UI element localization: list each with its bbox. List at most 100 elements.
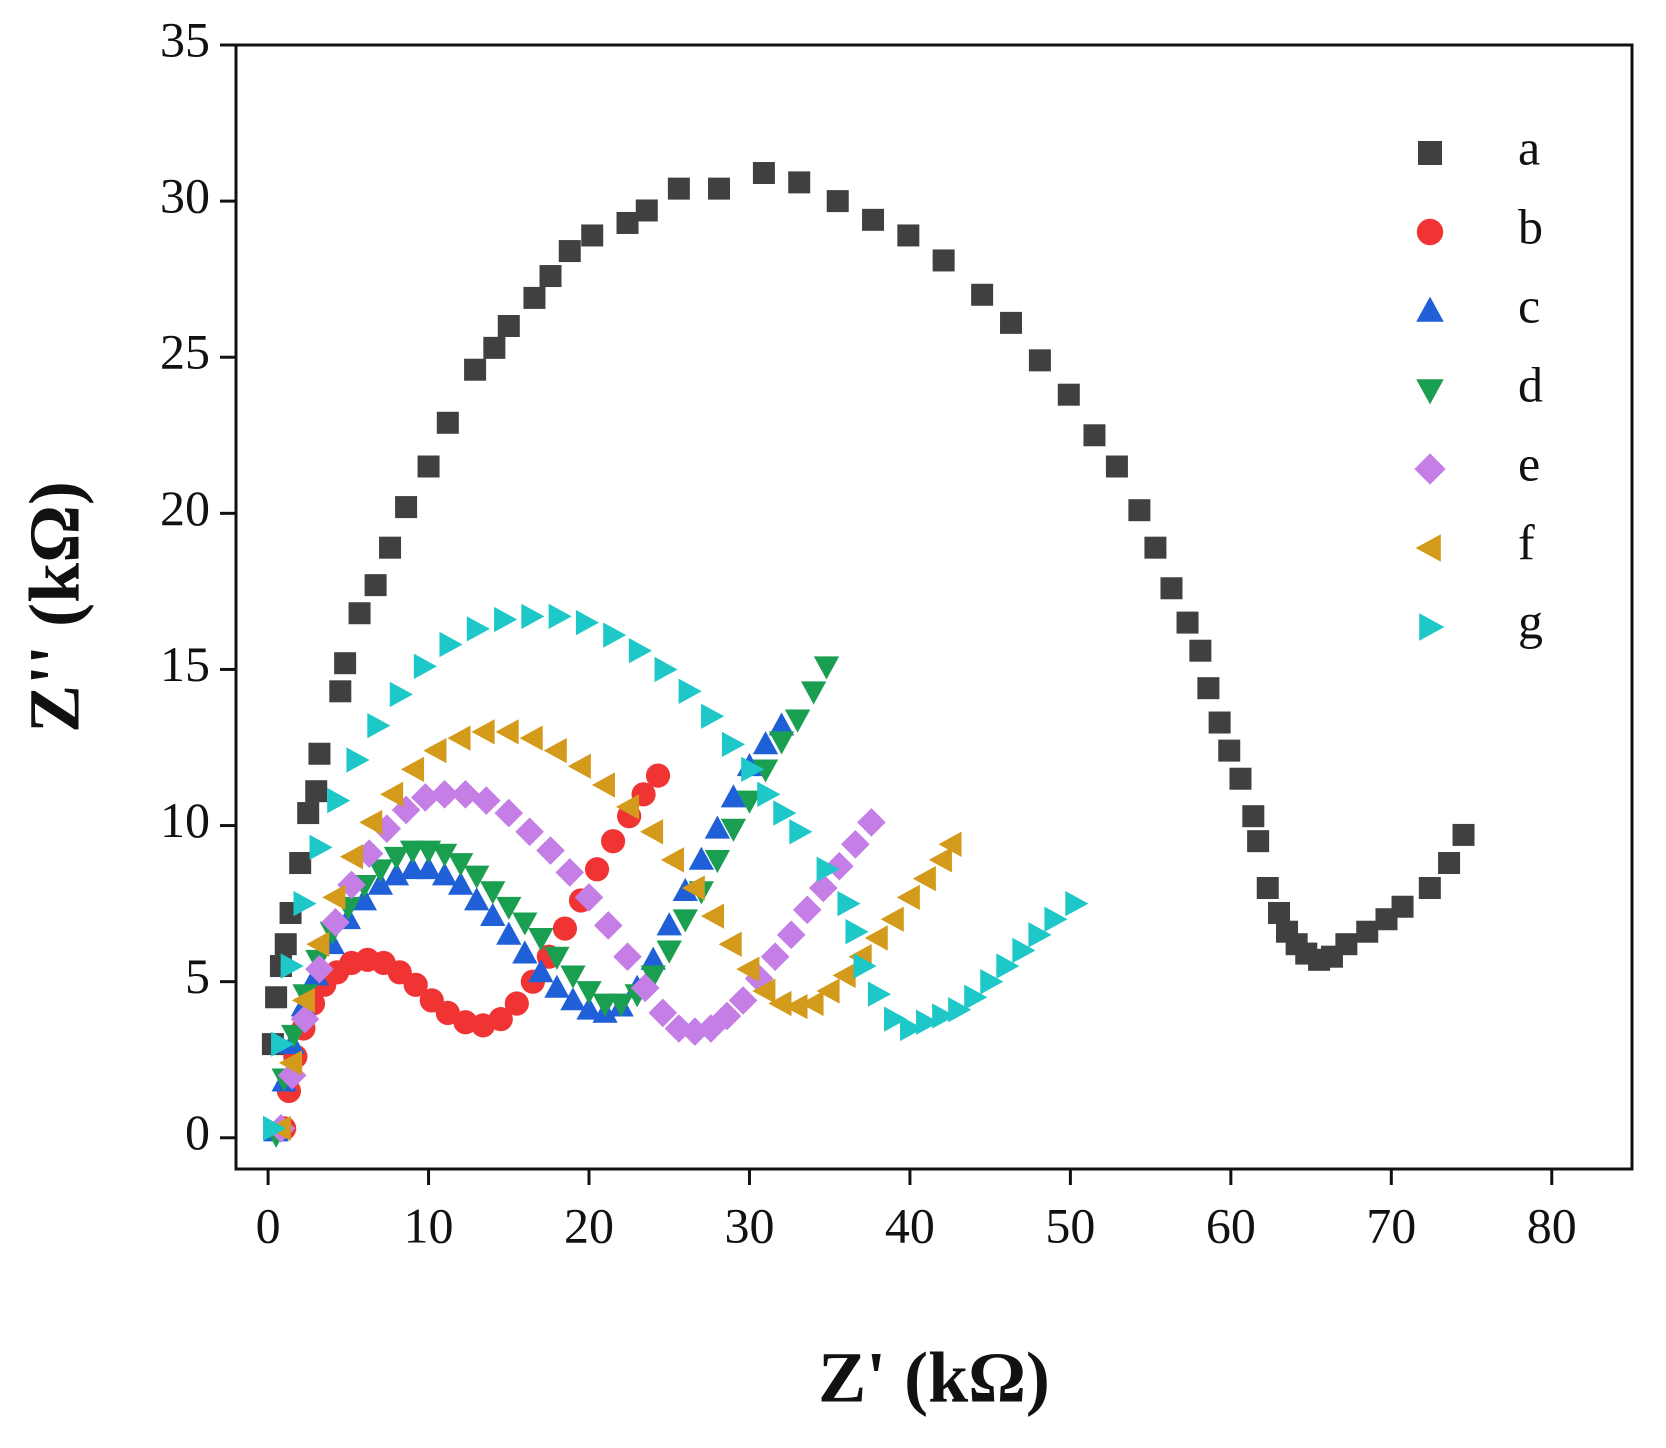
legend-label: c (1518, 277, 1540, 333)
data-point (447, 725, 471, 751)
legend-marker (1418, 141, 1442, 165)
data-point (399, 840, 426, 864)
data-point (466, 616, 490, 642)
legend-marker (1416, 296, 1444, 322)
data-point (265, 986, 288, 1009)
data-point (1128, 499, 1151, 522)
data-point (615, 794, 640, 820)
data-point (305, 954, 334, 984)
data-point (383, 862, 410, 886)
legend-marker (1414, 453, 1446, 485)
data-point (512, 940, 538, 964)
data-point (488, 1007, 513, 1032)
data-point (306, 931, 330, 957)
data-point (864, 925, 888, 951)
data-point (801, 681, 827, 705)
data-point (544, 974, 570, 998)
data-point (464, 358, 487, 381)
data-point (417, 455, 440, 478)
data-point (784, 709, 811, 733)
data-point (544, 946, 570, 970)
data-point (359, 809, 383, 836)
data-point (364, 574, 387, 597)
data-point (436, 411, 459, 434)
data-point (334, 652, 357, 675)
data-point (896, 884, 920, 911)
data-point (768, 990, 792, 1017)
data-point (1189, 639, 1212, 662)
data-point (845, 919, 869, 945)
data-point (321, 908, 350, 937)
data-point (938, 831, 962, 857)
data-point (788, 171, 811, 194)
data-point (640, 965, 666, 989)
data-point (494, 798, 524, 828)
data-point (431, 843, 458, 867)
data-point (1438, 852, 1461, 875)
data-point (1267, 901, 1290, 924)
data-point (800, 990, 824, 1017)
data-point (483, 336, 506, 359)
legend-label: d (1518, 356, 1543, 412)
data-point (639, 819, 664, 845)
data-point (274, 933, 297, 956)
x-tick-label: 60 (1206, 1197, 1256, 1253)
data-point (539, 265, 562, 288)
data-point (971, 283, 994, 306)
series-g (263, 603, 1089, 1142)
data-point (1356, 920, 1379, 943)
data-point (536, 836, 565, 865)
series-d (263, 656, 840, 1148)
data-point (1391, 895, 1414, 918)
data-point (862, 208, 885, 231)
y-tick-label: 15 (160, 636, 210, 692)
data-point (707, 177, 730, 200)
data-point (932, 1003, 956, 1029)
data-point (721, 731, 746, 758)
data-point (1028, 922, 1052, 948)
data-point (712, 1001, 742, 1031)
data-point (439, 631, 463, 658)
data-point (591, 772, 615, 798)
data-point (1418, 877, 1441, 899)
series-a (261, 162, 1475, 1056)
data-point (1044, 906, 1068, 932)
data-point (1218, 739, 1241, 762)
legend-label: a (1518, 119, 1540, 175)
data-point (278, 1050, 303, 1076)
data-point (1083, 424, 1106, 447)
data-point (348, 602, 371, 625)
data-point (656, 940, 682, 964)
data-point (560, 987, 586, 1011)
data-point (964, 984, 988, 1010)
data-point (912, 865, 936, 892)
data-point (736, 790, 763, 814)
data-point (574, 883, 604, 912)
data-point (543, 737, 567, 764)
data-point (496, 896, 522, 920)
data-point (728, 986, 758, 1015)
data-point (464, 865, 490, 889)
data-point (309, 834, 333, 861)
data-point (400, 756, 425, 783)
data-point (700, 903, 725, 929)
data-point (654, 656, 678, 683)
data-point (648, 998, 678, 1028)
data-point (576, 981, 602, 1005)
data-point (1197, 677, 1220, 700)
data-point (297, 802, 320, 825)
data-point (630, 973, 660, 1003)
data-point (480, 881, 506, 905)
data-point (327, 787, 351, 814)
data-point (704, 815, 731, 839)
data-point (415, 856, 442, 880)
data-point (263, 1115, 287, 1142)
y-tick-label: 0 (185, 1104, 210, 1160)
data-point (1057, 383, 1080, 406)
y-tick-label: 30 (160, 168, 210, 224)
data-point (608, 993, 634, 1017)
series-f (267, 719, 962, 1142)
data-point (645, 763, 671, 788)
